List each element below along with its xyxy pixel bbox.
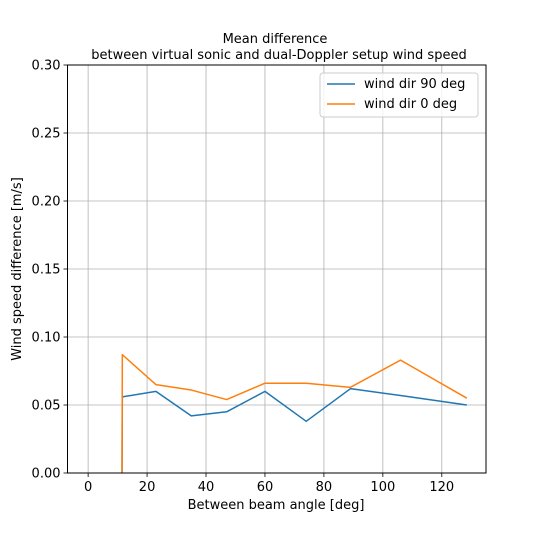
series-lines <box>121 353 468 474</box>
y-tick-label: 0.20 <box>32 195 61 210</box>
x-tick-label: 60 <box>257 480 274 495</box>
y-axis-label: Wind speed difference [m/s] <box>10 177 25 361</box>
legend-label-wind-dir-90: wind dir 90 deg <box>364 77 465 92</box>
x-tick-label: 100 <box>370 480 395 495</box>
chart-title-line-1: Mean difference <box>223 32 328 47</box>
y-tick-label: 0.05 <box>32 399 61 414</box>
series-line-wind-dir-90 <box>121 387 467 474</box>
axis-ticks: 0 20 40 60 80 100 120 0.00 0.05 0.10 0.15 0.20 0.25 0… <box>32 59 455 496</box>
chart-title-line-2: between virtual sonic and dual-Doppler s… <box>91 48 466 63</box>
x-tick-label: 80 <box>316 480 333 495</box>
legend-label-wind-dir-0: wind dir 0 deg <box>364 97 457 112</box>
y-tick-label: 0.30 <box>32 59 61 74</box>
legend-frame <box>319 72 479 118</box>
y-tick-label: 0.15 <box>32 263 61 278</box>
y-tick-label: 0.10 <box>32 331 61 346</box>
y-tick-label: 0.00 <box>32 467 61 482</box>
x-tick-label: 0 <box>84 480 92 495</box>
x-axis-label: Between beam angle [deg] <box>188 498 365 513</box>
x-tick-label: 120 <box>429 480 454 495</box>
x-tick-label: 20 <box>139 480 156 495</box>
legend: wind dir 90 deg wind dir 0 deg <box>319 72 479 118</box>
y-tick-label: 0.25 <box>32 127 61 142</box>
series-line-wind-dir-0 <box>121 353 468 474</box>
x-tick-label: 40 <box>198 480 215 495</box>
